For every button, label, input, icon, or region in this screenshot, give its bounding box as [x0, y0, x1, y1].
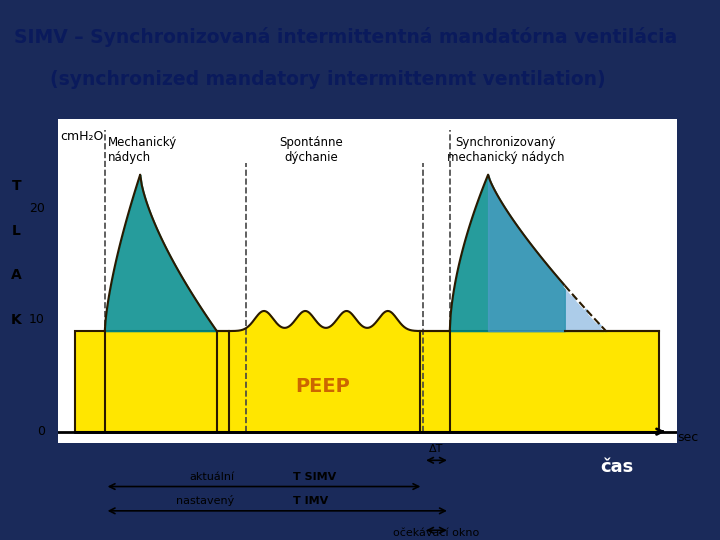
Text: PEEP: PEEP — [296, 377, 351, 396]
Text: 0: 0 — [37, 425, 45, 438]
Text: 20: 20 — [29, 201, 45, 215]
Text: nastavený: nastavený — [176, 495, 235, 506]
Text: očekávací okno: očekávací okno — [393, 528, 480, 538]
Text: sec: sec — [677, 431, 698, 444]
Text: cmH₂O: cmH₂O — [60, 130, 104, 143]
Text: A: A — [11, 268, 22, 282]
Text: T IMV: T IMV — [294, 496, 329, 506]
Text: Synchronizovaný
mechanický nádych: Synchronizovaný mechanický nádych — [447, 136, 564, 164]
Text: T SIMV: T SIMV — [294, 471, 337, 482]
Text: L: L — [12, 224, 21, 238]
Text: Spontánne
dýchanie: Spontánne dýchanie — [279, 136, 343, 164]
Text: K: K — [11, 313, 22, 327]
Bar — [76, 331, 659, 431]
Text: Mechanický
nádych: Mechanický nádych — [108, 136, 177, 164]
Text: (synchronized mandatory intermittenmt ventilation): (synchronized mandatory intermittenmt ve… — [50, 70, 606, 89]
Text: T: T — [12, 179, 21, 193]
Text: 10: 10 — [29, 313, 45, 326]
Text: čas: čas — [600, 458, 634, 476]
Text: SIMV – Synchronizovaná intermittentná mandatórna ventilácia: SIMV – Synchronizovaná intermittentná ma… — [14, 27, 678, 47]
Text: ΔT: ΔT — [429, 444, 444, 455]
Text: aktuální: aktuální — [189, 471, 235, 482]
